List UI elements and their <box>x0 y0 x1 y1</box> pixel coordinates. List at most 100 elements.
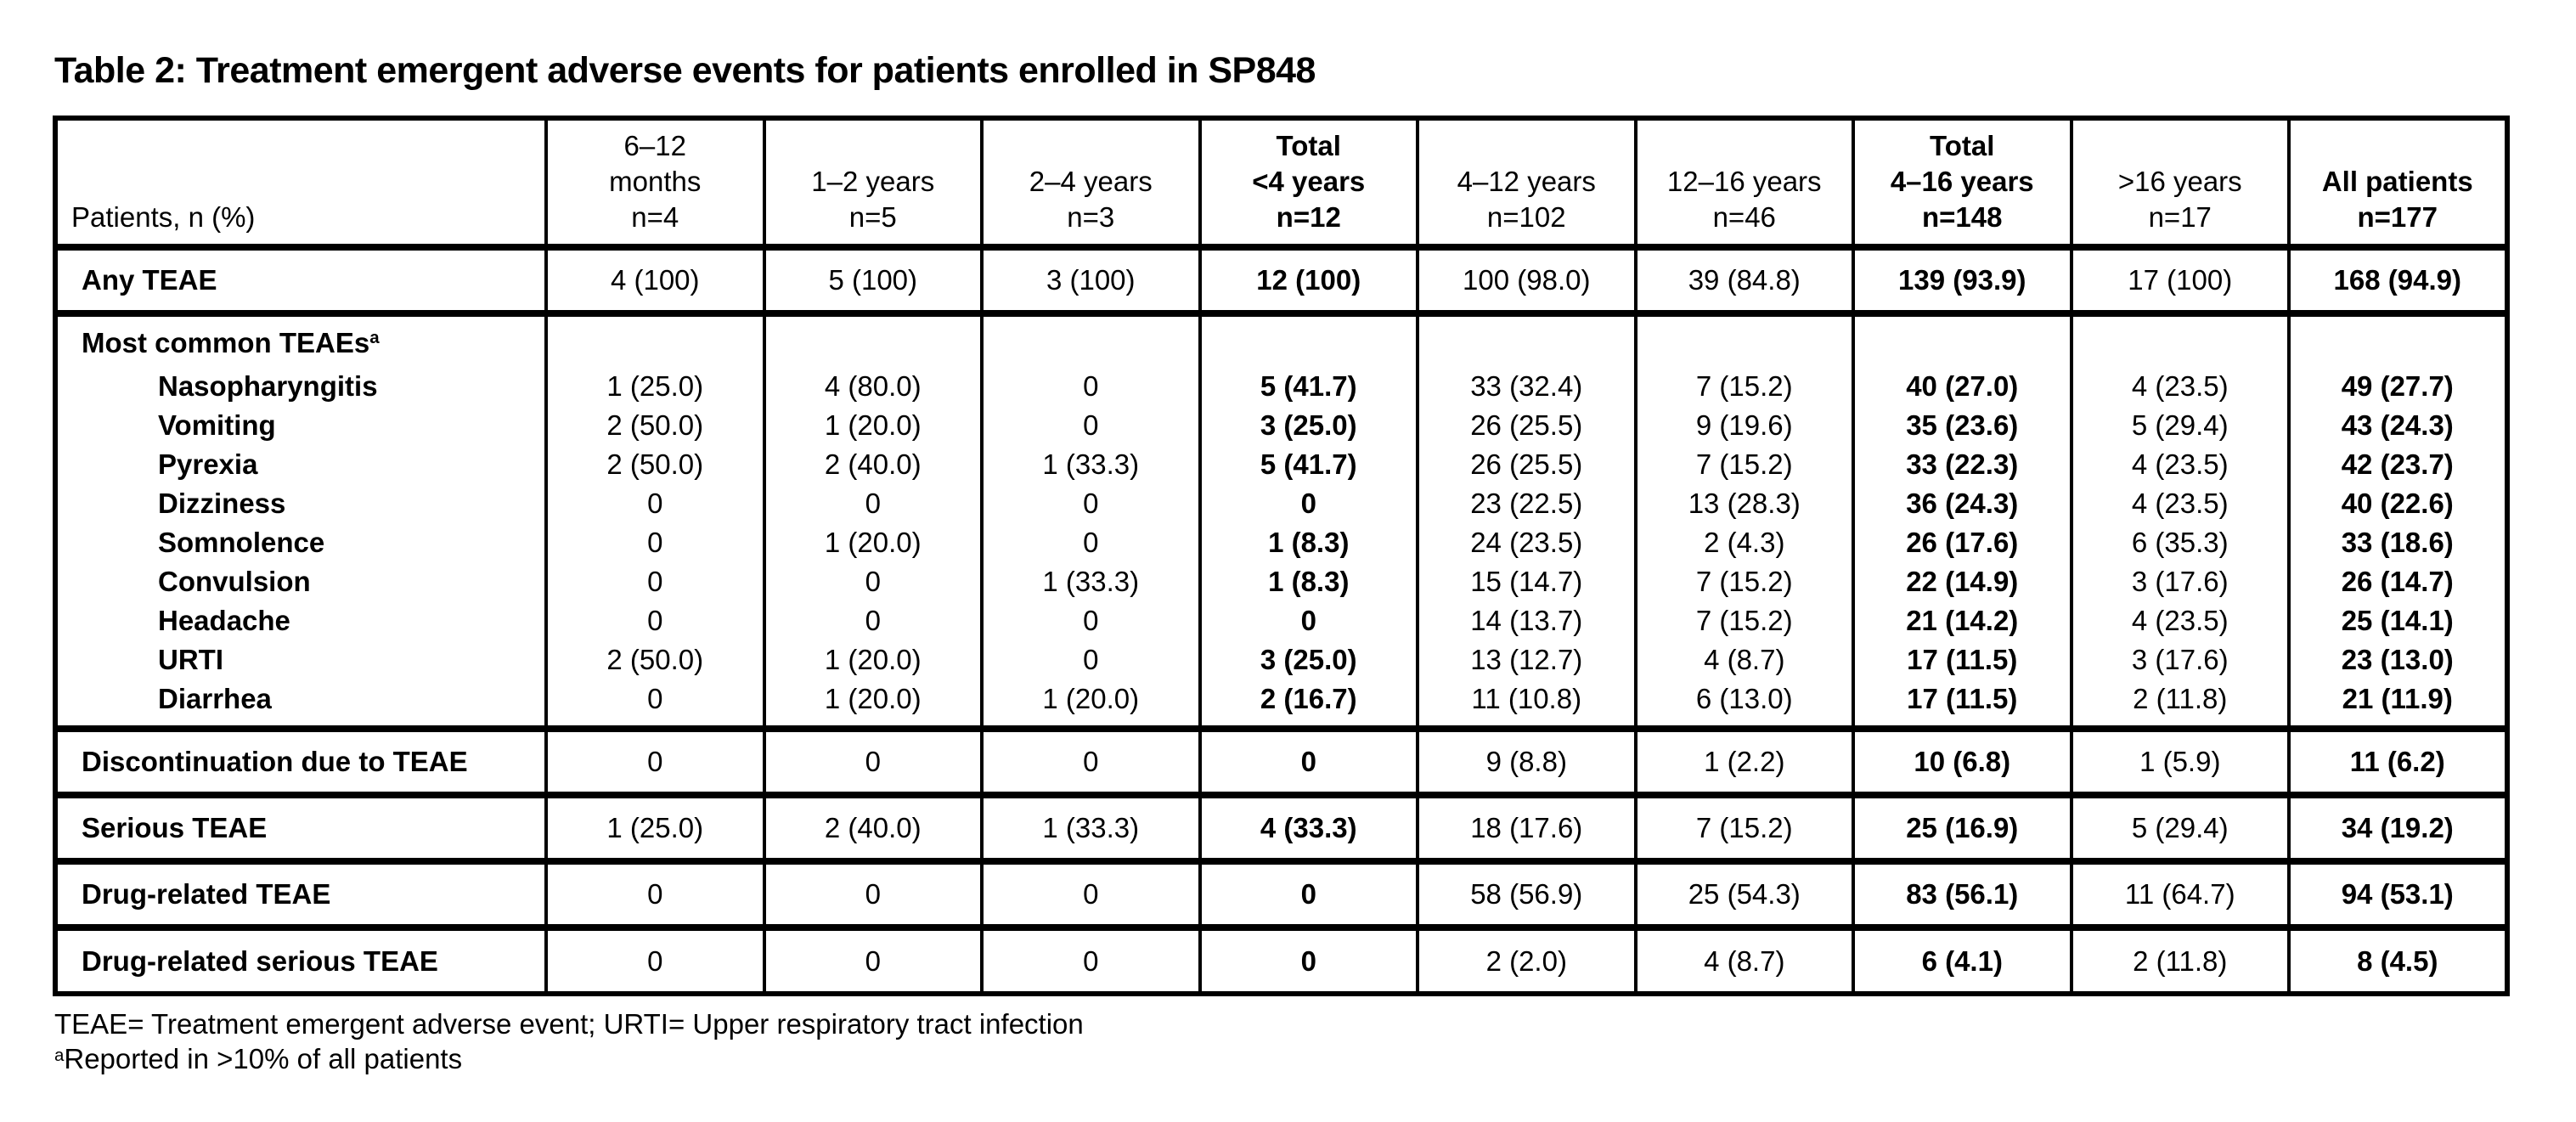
value-cell: 3 (17.6) <box>2069 640 2289 679</box>
value-cell: 11 (6.2) <box>2287 725 2507 795</box>
value-cell: 26 (14.7) <box>2287 562 2507 601</box>
value-cell: 1 (20.0) <box>762 640 982 679</box>
value-cell: 1 (33.3) <box>980 445 1200 484</box>
value-cell: 49 (27.7) <box>2287 367 2507 406</box>
value-cell: 2 (50.0) <box>544 445 764 484</box>
value-cell: 1 (5.9) <box>2069 725 2289 795</box>
footnote-reported-text: Reported in >10% of all patients <box>64 1043 463 1074</box>
value-cell: 35 (23.6) <box>1852 406 2072 445</box>
value-cell: 23 (22.5) <box>1416 484 1636 523</box>
table-row: Pyrexia 2 (50.0) 2 (40.0) 1 (33.3) 5 (41.7) 2… <box>55 445 2507 484</box>
value-cell: 42 (23.7) <box>2287 445 2507 484</box>
value-cell <box>2069 310 2289 367</box>
table-row: Somnolence 0 1 (20.0) 0 1 (8.3) 24 (23.5) 2 (4… <box>55 523 2507 562</box>
value-cell: 24 (23.5) <box>1416 523 1636 562</box>
value-cell: 17 (11.5) <box>1852 640 2072 679</box>
row-label-text: Somnolence <box>158 527 325 558</box>
table-row: Convulsion 0 0 1 (33.3) 1 (8.3) 15 (14.7) 7 (1… <box>55 562 2507 601</box>
value-cell: 40 (22.6) <box>2287 484 2507 523</box>
value-cell: 17 (100) <box>2069 244 2289 313</box>
value-cell: 5 (100) <box>762 244 982 313</box>
value-cell: 0 <box>544 858 764 927</box>
value-cell: 0 <box>762 484 982 523</box>
col-header-all-patients: All patients n=177 <box>2287 118 2507 251</box>
row-label: URTI <box>55 640 546 679</box>
row-label-text: Pyrexia <box>158 448 258 480</box>
value-cell: 26 (17.6) <box>1852 523 2072 562</box>
value-cell: 5 (41.7) <box>1198 367 1418 406</box>
value-cell: 1 (20.0) <box>980 679 1200 729</box>
value-cell: 0 <box>1198 725 1418 795</box>
value-cell: 8 (4.5) <box>2287 924 2507 994</box>
value-cell: 0 <box>544 601 764 640</box>
value-cell: 0 <box>980 725 1200 795</box>
value-cell: 2 (16.7) <box>1198 679 1418 729</box>
value-cell: 1 (2.2) <box>1633 725 1853 795</box>
value-cell: 139 (93.9) <box>1852 244 2072 313</box>
value-cell: 34 (19.2) <box>2287 792 2507 861</box>
value-cell: 0 <box>980 924 1200 994</box>
value-cell: 2 (50.0) <box>544 640 764 679</box>
row-label: Vomiting <box>55 406 546 445</box>
value-cell: 0 <box>1198 858 1418 927</box>
value-cell: 83 (56.1) <box>1852 858 2072 927</box>
footnotes: TEAE= Treatment emergent adverse event; … <box>54 1006 2525 1080</box>
value-cell: 26 (25.5) <box>1416 406 1636 445</box>
value-cell: 2 (50.0) <box>544 406 764 445</box>
value-cell: 0 <box>980 406 1200 445</box>
footnote-abbreviations: TEAE= Treatment emergent adverse event; … <box>54 1008 1084 1040</box>
value-cell: 1 (25.0) <box>544 792 764 861</box>
value-cell: 1 (8.3) <box>1198 523 1418 562</box>
value-cell: 58 (56.9) <box>1416 858 1636 927</box>
superscript-marker: a <box>369 327 380 347</box>
col-header-total-4-16-years: Total 4–16 years n=148 <box>1852 118 2072 251</box>
value-cell: 40 (27.0) <box>1852 367 2072 406</box>
row-label: Somnolence <box>55 523 546 562</box>
value-cell: 7 (15.2) <box>1633 562 1853 601</box>
row-label: Headache <box>55 601 546 640</box>
row-label-text: Any TEAE <box>82 264 217 296</box>
row-label-text: Dizziness <box>158 488 286 519</box>
footnote-superscript-a: a <box>54 1045 65 1065</box>
row-label: Serious TEAE <box>55 792 546 861</box>
col-header-over-16-years: >16 years n=17 <box>2069 118 2289 251</box>
value-cell: 3 (25.0) <box>1198 640 1418 679</box>
value-cell: 6 (35.3) <box>2069 523 2289 562</box>
col-header-6-12-months: 6–12 months n=4 <box>544 118 764 251</box>
col-header-patients: Patients, n (%) <box>55 118 546 251</box>
table-row: Diarrhea 0 1 (20.0) 1 (20.0) 2 (16.7) 11 (10.… <box>55 679 2507 729</box>
value-cell: 4 (23.5) <box>2069 601 2289 640</box>
table-row: Drug-related serious TEAE 0 0 0 0 2 (2.0) 4 (8… <box>55 924 2507 994</box>
value-cell <box>1852 310 2072 367</box>
value-cell: 6 (4.1) <box>1852 924 2072 994</box>
value-cell: 3 (17.6) <box>2069 562 2289 601</box>
value-cell: 22 (14.9) <box>1852 562 2072 601</box>
value-cell: 9 (8.8) <box>1416 725 1636 795</box>
value-cell: 33 (22.3) <box>1852 445 2072 484</box>
value-cell: 7 (15.2) <box>1633 792 1853 861</box>
value-cell: 11 (64.7) <box>2069 858 2289 927</box>
value-cell: 2 (11.8) <box>2069 924 2289 994</box>
value-cell: 0 <box>762 601 982 640</box>
col-header-4-12-years: 4–12 years n=102 <box>1416 118 1636 251</box>
value-cell: 7 (15.2) <box>1633 445 1853 484</box>
row-label: Diarrhea <box>55 679 546 729</box>
value-cell: 0 <box>762 725 982 795</box>
table-header: Patients, n (%) 6–12 months n=4 1–2 year… <box>55 118 2507 251</box>
col-header-12-16-years: 12–16 years n=46 <box>1633 118 1853 251</box>
value-cell: 2 (40.0) <box>762 792 982 861</box>
value-cell <box>1633 310 1853 367</box>
value-cell: 33 (18.6) <box>2287 523 2507 562</box>
row-label-text: URTI <box>158 644 223 675</box>
row-label-text: Convulsion <box>158 566 311 597</box>
value-cell: 13 (28.3) <box>1633 484 1853 523</box>
col-header-total-under-4-years: Total <4 years n=12 <box>1198 118 1418 251</box>
value-cell: 2 (11.8) <box>2069 679 2289 729</box>
value-cell <box>1416 310 1636 367</box>
row-label: Drug-related TEAE <box>55 858 546 927</box>
value-cell: 1 (20.0) <box>762 679 982 729</box>
value-cell: 3 (25.0) <box>1198 406 1418 445</box>
row-label-text: Nasopharyngitis <box>158 370 378 402</box>
value-cell: 11 (10.8) <box>1416 679 1636 729</box>
